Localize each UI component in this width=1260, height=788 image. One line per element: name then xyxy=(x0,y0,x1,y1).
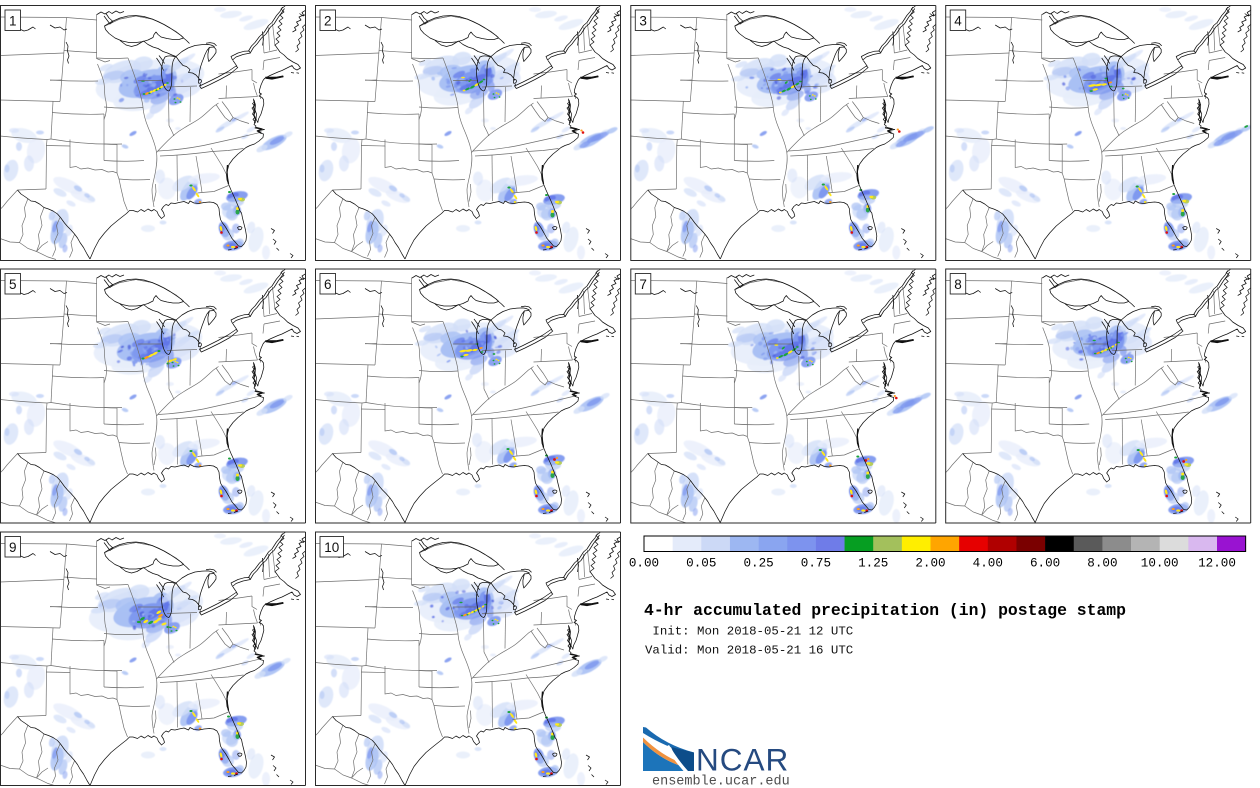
svg-text:4.00: 4.00 xyxy=(973,557,1003,571)
svg-text:4-hr accumulated precipitation: 4-hr accumulated precipitation (in) post… xyxy=(644,601,1126,620)
svg-text:0.00: 0.00 xyxy=(629,557,659,571)
svg-text:2: 2 xyxy=(324,13,332,28)
svg-text:4: 4 xyxy=(954,13,962,28)
svg-text:5: 5 xyxy=(9,277,17,292)
svg-text:10.00: 10.00 xyxy=(1141,557,1179,571)
svg-text:Valid: Mon 2018-05-21 16 UTC: Valid: Mon 2018-05-21 16 UTC xyxy=(645,644,853,658)
svg-text:NCAR: NCAR xyxy=(696,742,789,778)
svg-text:ensemble.ucar.edu: ensemble.ucar.edu xyxy=(652,775,790,788)
svg-text:Init: Mon 2018-05-21 12 UTC: Init: Mon 2018-05-21 12 UTC xyxy=(645,625,853,639)
svg-text:0.25: 0.25 xyxy=(743,557,773,571)
svg-text:1: 1 xyxy=(9,13,17,28)
svg-text:12.00: 12.00 xyxy=(1198,557,1236,571)
svg-text:9: 9 xyxy=(9,540,17,555)
svg-text:3: 3 xyxy=(639,13,647,28)
svg-text:2.00: 2.00 xyxy=(915,557,945,571)
svg-text:10: 10 xyxy=(324,540,339,555)
svg-text:8: 8 xyxy=(954,277,962,292)
svg-text:0.75: 0.75 xyxy=(801,557,831,571)
svg-text:8.00: 8.00 xyxy=(1087,557,1117,571)
svg-text:6.00: 6.00 xyxy=(1030,557,1060,571)
svg-text:6: 6 xyxy=(324,277,332,292)
svg-text:1.25: 1.25 xyxy=(858,557,888,571)
svg-text:0.05: 0.05 xyxy=(686,557,716,571)
svg-text:7: 7 xyxy=(639,277,647,292)
